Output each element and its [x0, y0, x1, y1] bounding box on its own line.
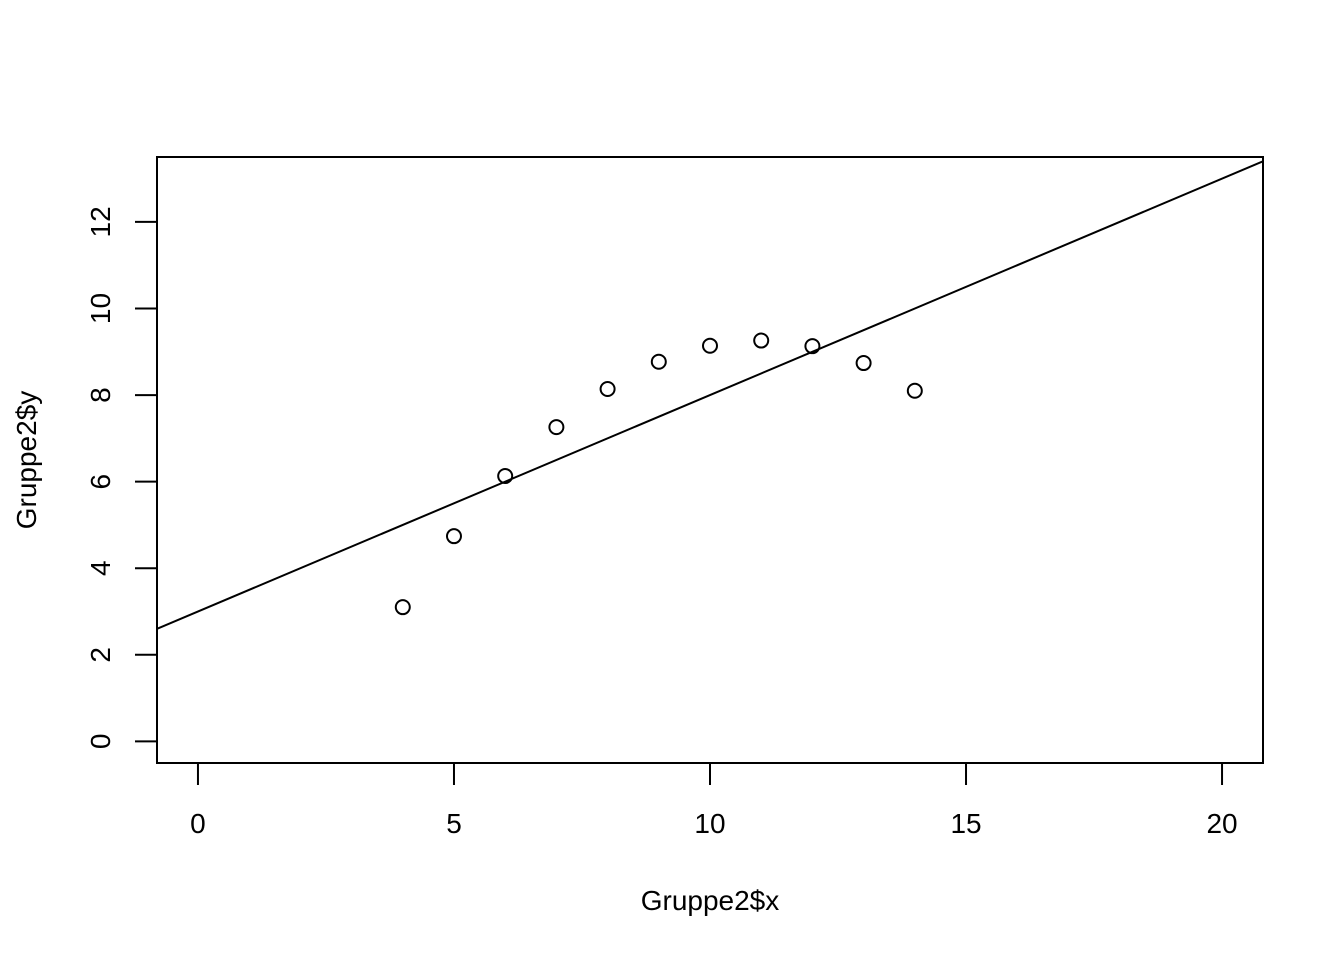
- data-point: [650, 353, 667, 370]
- x-tick-label: 10: [694, 808, 725, 839]
- x-axis-title: Gruppe2$x: [641, 885, 780, 916]
- data-point: [855, 355, 872, 372]
- data-point: [445, 528, 462, 545]
- data-point: [753, 332, 770, 349]
- data-point: [394, 599, 411, 616]
- data-point: [497, 468, 514, 485]
- y-tick-label: 12: [85, 206, 116, 237]
- y-tick-label: 10: [85, 293, 116, 324]
- x-tick-label: 5: [446, 808, 462, 839]
- x-tick-label: 0: [190, 808, 206, 839]
- data-point: [548, 419, 565, 436]
- y-tick-label: 4: [85, 560, 116, 576]
- data-point: [599, 381, 616, 398]
- y-tick-label: 2: [85, 647, 116, 663]
- data-points: [394, 332, 923, 616]
- data-point: [804, 338, 821, 355]
- x-tick-label: 15: [950, 808, 981, 839]
- y-axis-title: Gruppe2$y: [11, 391, 42, 530]
- y-axis: 0 2 4 6 8 10 12: [85, 206, 158, 750]
- x-axis: 0 5 10 15 20: [190, 762, 1238, 839]
- data-point: [906, 382, 923, 399]
- y-tick-label: 8: [85, 387, 116, 403]
- y-tick-label: 0: [85, 734, 116, 750]
- y-tick-label: 6: [85, 474, 116, 490]
- data-point: [702, 337, 718, 354]
- regression-line: [157, 160, 1263, 630]
- plot-frame: [156, 156, 1264, 764]
- x-tick-label: 20: [1206, 808, 1237, 839]
